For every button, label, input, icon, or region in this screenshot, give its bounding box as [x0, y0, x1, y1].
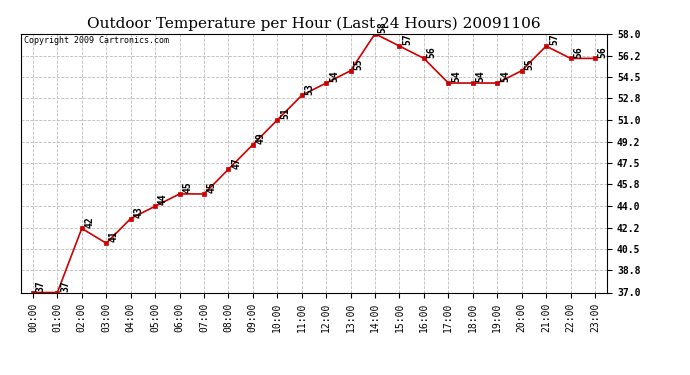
Text: 54: 54 — [475, 70, 486, 82]
Text: 53: 53 — [304, 83, 315, 94]
Text: 44: 44 — [158, 194, 168, 206]
Text: 54: 54 — [451, 70, 461, 82]
Text: 56: 56 — [426, 46, 437, 58]
Text: 43: 43 — [133, 206, 144, 218]
Text: 54: 54 — [500, 70, 510, 82]
Text: 45: 45 — [207, 182, 217, 193]
Text: 57: 57 — [549, 33, 559, 45]
Text: 57: 57 — [402, 33, 412, 45]
Text: 47: 47 — [231, 157, 241, 168]
Text: 42: 42 — [85, 216, 95, 228]
Text: 45: 45 — [182, 182, 193, 193]
Text: 37: 37 — [36, 280, 46, 292]
Text: 56: 56 — [573, 46, 583, 58]
Text: 49: 49 — [255, 132, 266, 144]
Text: 37: 37 — [60, 280, 70, 292]
Text: 51: 51 — [280, 108, 290, 119]
Text: 41: 41 — [109, 231, 119, 242]
Text: 55: 55 — [524, 58, 535, 70]
Text: Copyright 2009 Cartronics.com: Copyright 2009 Cartronics.com — [23, 36, 168, 45]
Text: 55: 55 — [353, 58, 364, 70]
Text: 54: 54 — [329, 70, 339, 82]
Text: 56: 56 — [598, 46, 608, 58]
Title: Outdoor Temperature per Hour (Last 24 Hours) 20091106: Outdoor Temperature per Hour (Last 24 Ho… — [87, 17, 541, 31]
Text: 58: 58 — [378, 21, 388, 33]
